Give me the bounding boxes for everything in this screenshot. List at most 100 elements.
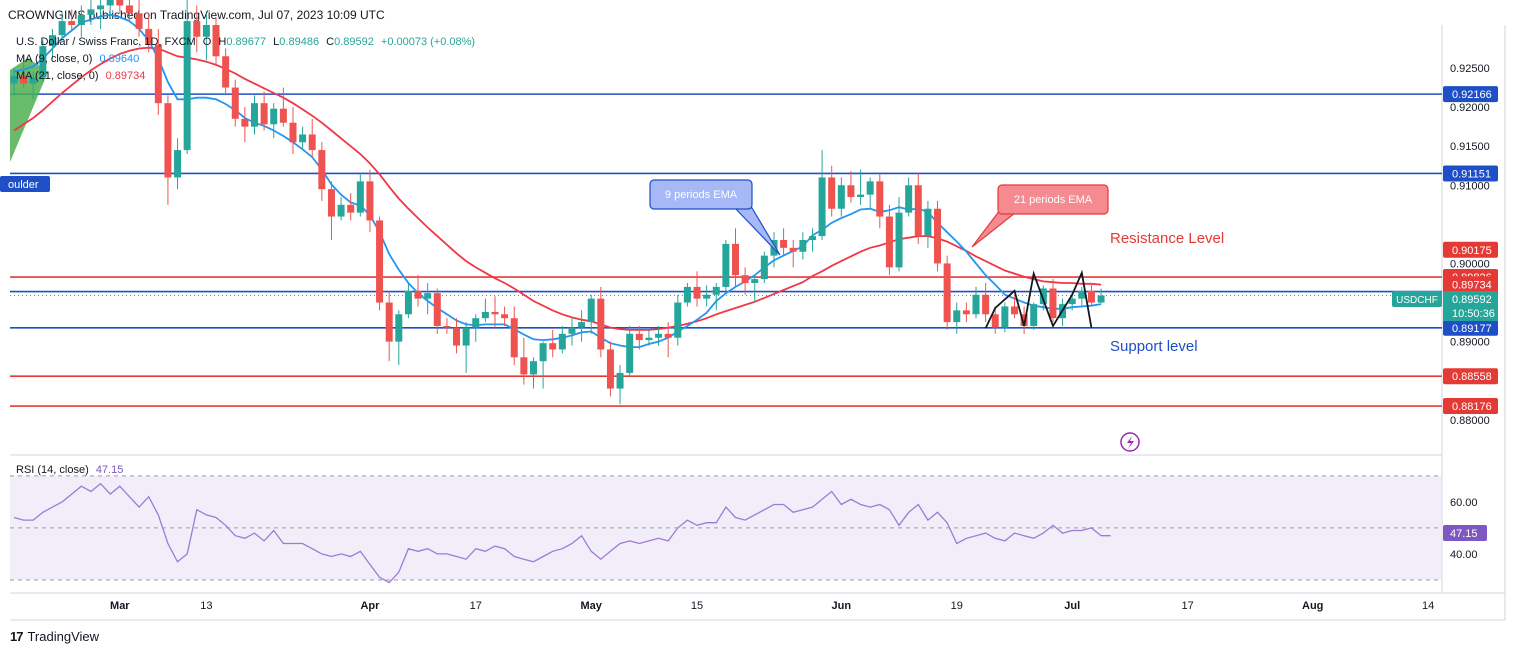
- candle-body: [828, 177, 836, 209]
- candle-body: [558, 333, 566, 350]
- candle-body: [270, 108, 278, 125]
- candle-body: [443, 326, 451, 328]
- support-level-label: Support level: [1110, 338, 1198, 355]
- resistance-level-label: Resistance Level: [1110, 230, 1224, 247]
- horizontal-levels: [10, 93, 1442, 407]
- tradingview-logo-icon: 17: [10, 629, 24, 644]
- price-tick: 0.88000: [1450, 415, 1490, 427]
- candle-body: [722, 243, 730, 287]
- ema9-callout[interactable]: 9 periods EMA: [649, 179, 781, 256]
- candle-body: [39, 46, 47, 78]
- candle-body: [154, 44, 162, 104]
- ohlc-high-label: H: [218, 36, 227, 48]
- candle-body: [539, 343, 547, 362]
- rsi-tick: 60.00: [1450, 497, 1478, 509]
- candle-body: [606, 349, 614, 389]
- time-tick: 19: [951, 600, 963, 612]
- candle-body: [991, 314, 999, 328]
- candle-body: [568, 327, 576, 334]
- price-level-badge: [1443, 241, 1498, 258]
- candle-body: [414, 290, 422, 299]
- shoulder-pattern: [10, 58, 48, 162]
- candle-body: [231, 87, 239, 119]
- candle-body: [549, 343, 557, 350]
- tradingview-brand[interactable]: 17 TradingView: [10, 629, 99, 644]
- candle-body: [183, 21, 191, 151]
- ma21-legend[interactable]: MA (21, close, 0) 0.89734: [16, 70, 145, 82]
- candle-body: [145, 28, 153, 45]
- candle-body: [934, 208, 942, 264]
- symbol-name: U.S. Dollar / Swiss Franc, 1D, FXCM: [16, 36, 196, 48]
- candle-body: [683, 286, 691, 303]
- candle-body: [597, 298, 605, 350]
- time-tick: 17: [1182, 600, 1194, 612]
- ema21-callout[interactable]: 21 periods EMA: [971, 184, 1109, 248]
- candle-body: [1030, 304, 1038, 326]
- time-tick: Jun: [832, 600, 852, 612]
- candle-body: [366, 181, 374, 221]
- candle-body: [308, 134, 316, 151]
- candle-body: [327, 189, 335, 217]
- price-level-badge-text: 0.89734: [1452, 279, 1492, 291]
- candle-body: [655, 333, 663, 338]
- candle-body: [453, 327, 461, 346]
- candle-body: [645, 337, 653, 341]
- candle-body: [943, 263, 951, 323]
- rsi-legend[interactable]: RSI (14, close) 47.15: [16, 464, 123, 476]
- candle-body: [481, 311, 489, 319]
- price-tick: 0.90000: [1450, 258, 1490, 270]
- candle-body: [674, 302, 682, 338]
- price-level-badge: [1443, 86, 1498, 103]
- candle-body: [58, 21, 66, 36]
- candle-body: [174, 150, 182, 178]
- ma9-legend-label: MA (9, close, 0): [16, 53, 93, 65]
- candle-body: [1001, 306, 1009, 328]
- candle-body: [885, 216, 893, 268]
- candle-body: [732, 243, 739, 276]
- candle-body: [626, 333, 634, 373]
- candle-body: [741, 275, 749, 283]
- ma9-legend[interactable]: MA (9, close, 0) 0.89640: [16, 53, 139, 65]
- candle-body: [491, 311, 499, 315]
- lightning-icon[interactable]: [1120, 432, 1140, 452]
- time-tick: 15: [691, 600, 703, 612]
- time-tick: 17: [470, 600, 482, 612]
- ohlc-low: 0.89486: [279, 36, 320, 48]
- svg-text:10:50:36: 10:50:36: [1452, 308, 1495, 320]
- candle-body: [1078, 290, 1086, 299]
- ohlc-close: 0.89592: [334, 36, 374, 48]
- candle-body: [895, 212, 903, 268]
- price-level-badge: [1443, 319, 1498, 336]
- candle-body: [48, 35, 56, 47]
- candle-body: [1039, 288, 1047, 305]
- candle-body: [866, 181, 874, 195]
- price-tick: 0.92500: [1450, 63, 1490, 75]
- candle-body: [703, 294, 711, 299]
- ma21-legend-label: MA (21, close, 0): [16, 70, 99, 82]
- candle-body: [337, 204, 345, 217]
- pattern-label: oulder: [8, 179, 39, 191]
- candle-body: [520, 357, 528, 375]
- candle-body: [664, 333, 672, 338]
- symbol-legend[interactable]: U.S. Dollar / Swiss Franc, 1D, FXCM O H0…: [16, 36, 475, 48]
- price-level-badge: [1443, 165, 1498, 182]
- last-price-badge: 0.89592 10:50:36: [1443, 291, 1498, 321]
- candle-body: [202, 25, 210, 37]
- candle-body: [982, 294, 990, 315]
- symbol-badge: USDCHF: [1392, 291, 1442, 307]
- candle-body: [279, 108, 287, 123]
- candle-body: [106, 0, 114, 6]
- candle-body: [68, 21, 76, 25]
- pattern-shape: [10, 58, 48, 162]
- candle-body: [289, 122, 297, 143]
- candle-body: [376, 220, 384, 303]
- rsi-legend-label: RSI (14, close): [16, 464, 89, 476]
- price-level-badge-text: 0.89177: [1452, 323, 1492, 335]
- price-tick: 0.89000: [1450, 337, 1490, 349]
- candle-body: [193, 21, 201, 37]
- candle-body: [751, 279, 759, 283]
- candle-body: [135, 13, 143, 29]
- candle-body: [914, 185, 922, 237]
- ohlc-low-label: L: [273, 36, 280, 48]
